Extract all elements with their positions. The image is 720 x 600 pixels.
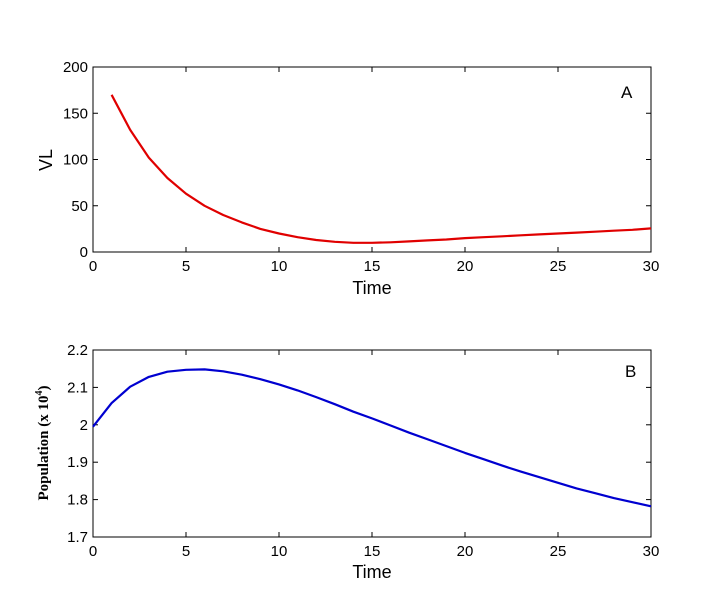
chart-b-panel-label: B <box>625 362 636 381</box>
chart-a-x-tick-label: 0 <box>89 258 97 275</box>
chart-a-x-tick-label: 10 <box>271 258 288 275</box>
chart-b-x-ticks: 0 5 10 15 20 25 30 <box>89 350 660 560</box>
chart-a-x-tick-label: 15 <box>364 258 381 275</box>
chart-a-y-tick-label: 150 <box>63 105 88 122</box>
chart-b-y-tick-label: 2 <box>80 417 88 434</box>
chart-b-x-tick-label: 30 <box>643 543 660 560</box>
chart-b-y-tick-label: 2.1 <box>67 379 88 396</box>
chart-a-x-tick-label: 30 <box>643 258 660 275</box>
chart-b-ylabel-end: ) <box>36 385 52 390</box>
chart-a-y-ticks: 0 50 100 150 200 <box>63 59 651 261</box>
chart-b-x-tick-label: 15 <box>364 543 381 560</box>
chart-a-axes-box <box>92 66 652 253</box>
chart-b-x-tick-label: 5 <box>182 543 190 560</box>
chart-b-x-tick-label: 25 <box>550 543 567 560</box>
chart-a-y-tick-label: 200 <box>63 59 88 76</box>
chart-b-x-tick-label: 20 <box>457 543 474 560</box>
chart-b-y-tick-label: 1.9 <box>67 454 88 471</box>
chart-a-series-line <box>110 94 652 244</box>
chart-a-panel-label: A <box>621 83 633 102</box>
chart-a: 0 5 10 15 20 25 30 0 50 100 150 200 Time VL A <box>36 59 659 298</box>
chart-a-xlabel: Time <box>352 278 391 298</box>
chart-a-y-tick-label: 0 <box>80 244 88 261</box>
chart-b-axes-box <box>92 349 652 538</box>
chart-b-y-ticks: 1.7 1.8 1.9 2 2.1 2.2 <box>67 342 651 546</box>
chart-b-ylabel: Population (x 104) <box>34 385 52 500</box>
chart-a-y-tick-label: 50 <box>71 198 88 215</box>
chart-b-ylabel-exponent: 4 <box>34 390 45 395</box>
chart-b-y-tick-label: 1.7 <box>67 529 88 546</box>
chart-b-xlabel: Time <box>352 562 391 582</box>
chart-a-y-tick-label: 100 <box>63 152 88 169</box>
chart-b-y-tick-label: 2.2 <box>67 342 88 359</box>
chart-b: 0 5 10 15 20 25 30 1.7 1.8 1.9 2 2.1 2.2 Time Popul… <box>34 342 659 582</box>
chart-b-series-line <box>92 368 652 508</box>
chart-a-x-tick-label: 20 <box>457 258 474 275</box>
chart-b-x-tick-label: 0 <box>89 543 97 560</box>
chart-a-x-ticks: 0 5 10 15 20 25 30 <box>89 67 660 275</box>
chart-a-x-tick-label: 25 <box>550 258 567 275</box>
chart-a-x-tick-label: 5 <box>182 258 190 275</box>
chart-a-ylabel: VL <box>36 149 56 171</box>
chart-b-ylabel-main: Population (x 10 <box>36 395 52 500</box>
chart-b-x-tick-label: 10 <box>271 543 288 560</box>
chart-b-y-tick-label: 1.8 <box>67 492 88 509</box>
